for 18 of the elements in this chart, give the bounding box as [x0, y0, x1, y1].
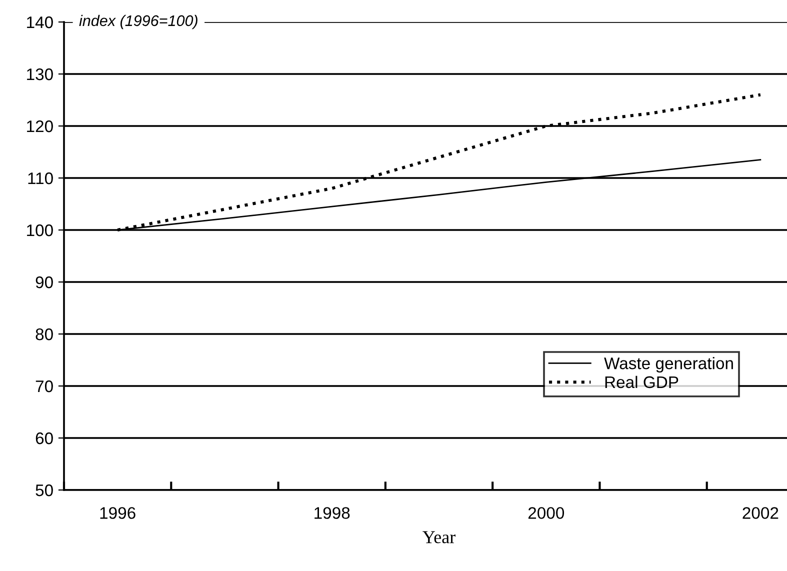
y-tick-label: 90 [36, 276, 53, 288]
x-tick-label: 2002 [742, 507, 778, 519]
legend-label: Real GDP [605, 376, 678, 388]
y-tick-label: 50 [36, 484, 53, 496]
y-tick-label: 130 [27, 68, 53, 80]
y-axis-title: index (1996=100) [79, 14, 198, 30]
y-tick-label: 110 [28, 172, 53, 184]
x-tick-label: 2000 [528, 507, 564, 519]
x-tick-label: 1998 [314, 507, 350, 519]
x-tick-label: 1996 [100, 507, 136, 519]
y-tick-label: 60 [36, 432, 53, 444]
y-tick-label: 70 [36, 380, 53, 392]
y-tick-label: 140 [27, 16, 53, 28]
y-tick-label: 100 [27, 224, 53, 236]
y-tick-label: 120 [27, 120, 53, 132]
legend-label: Waste generation [604, 356, 733, 373]
y-tick-label: 80 [36, 328, 53, 340]
x-axis-title: Year [422, 531, 456, 544]
